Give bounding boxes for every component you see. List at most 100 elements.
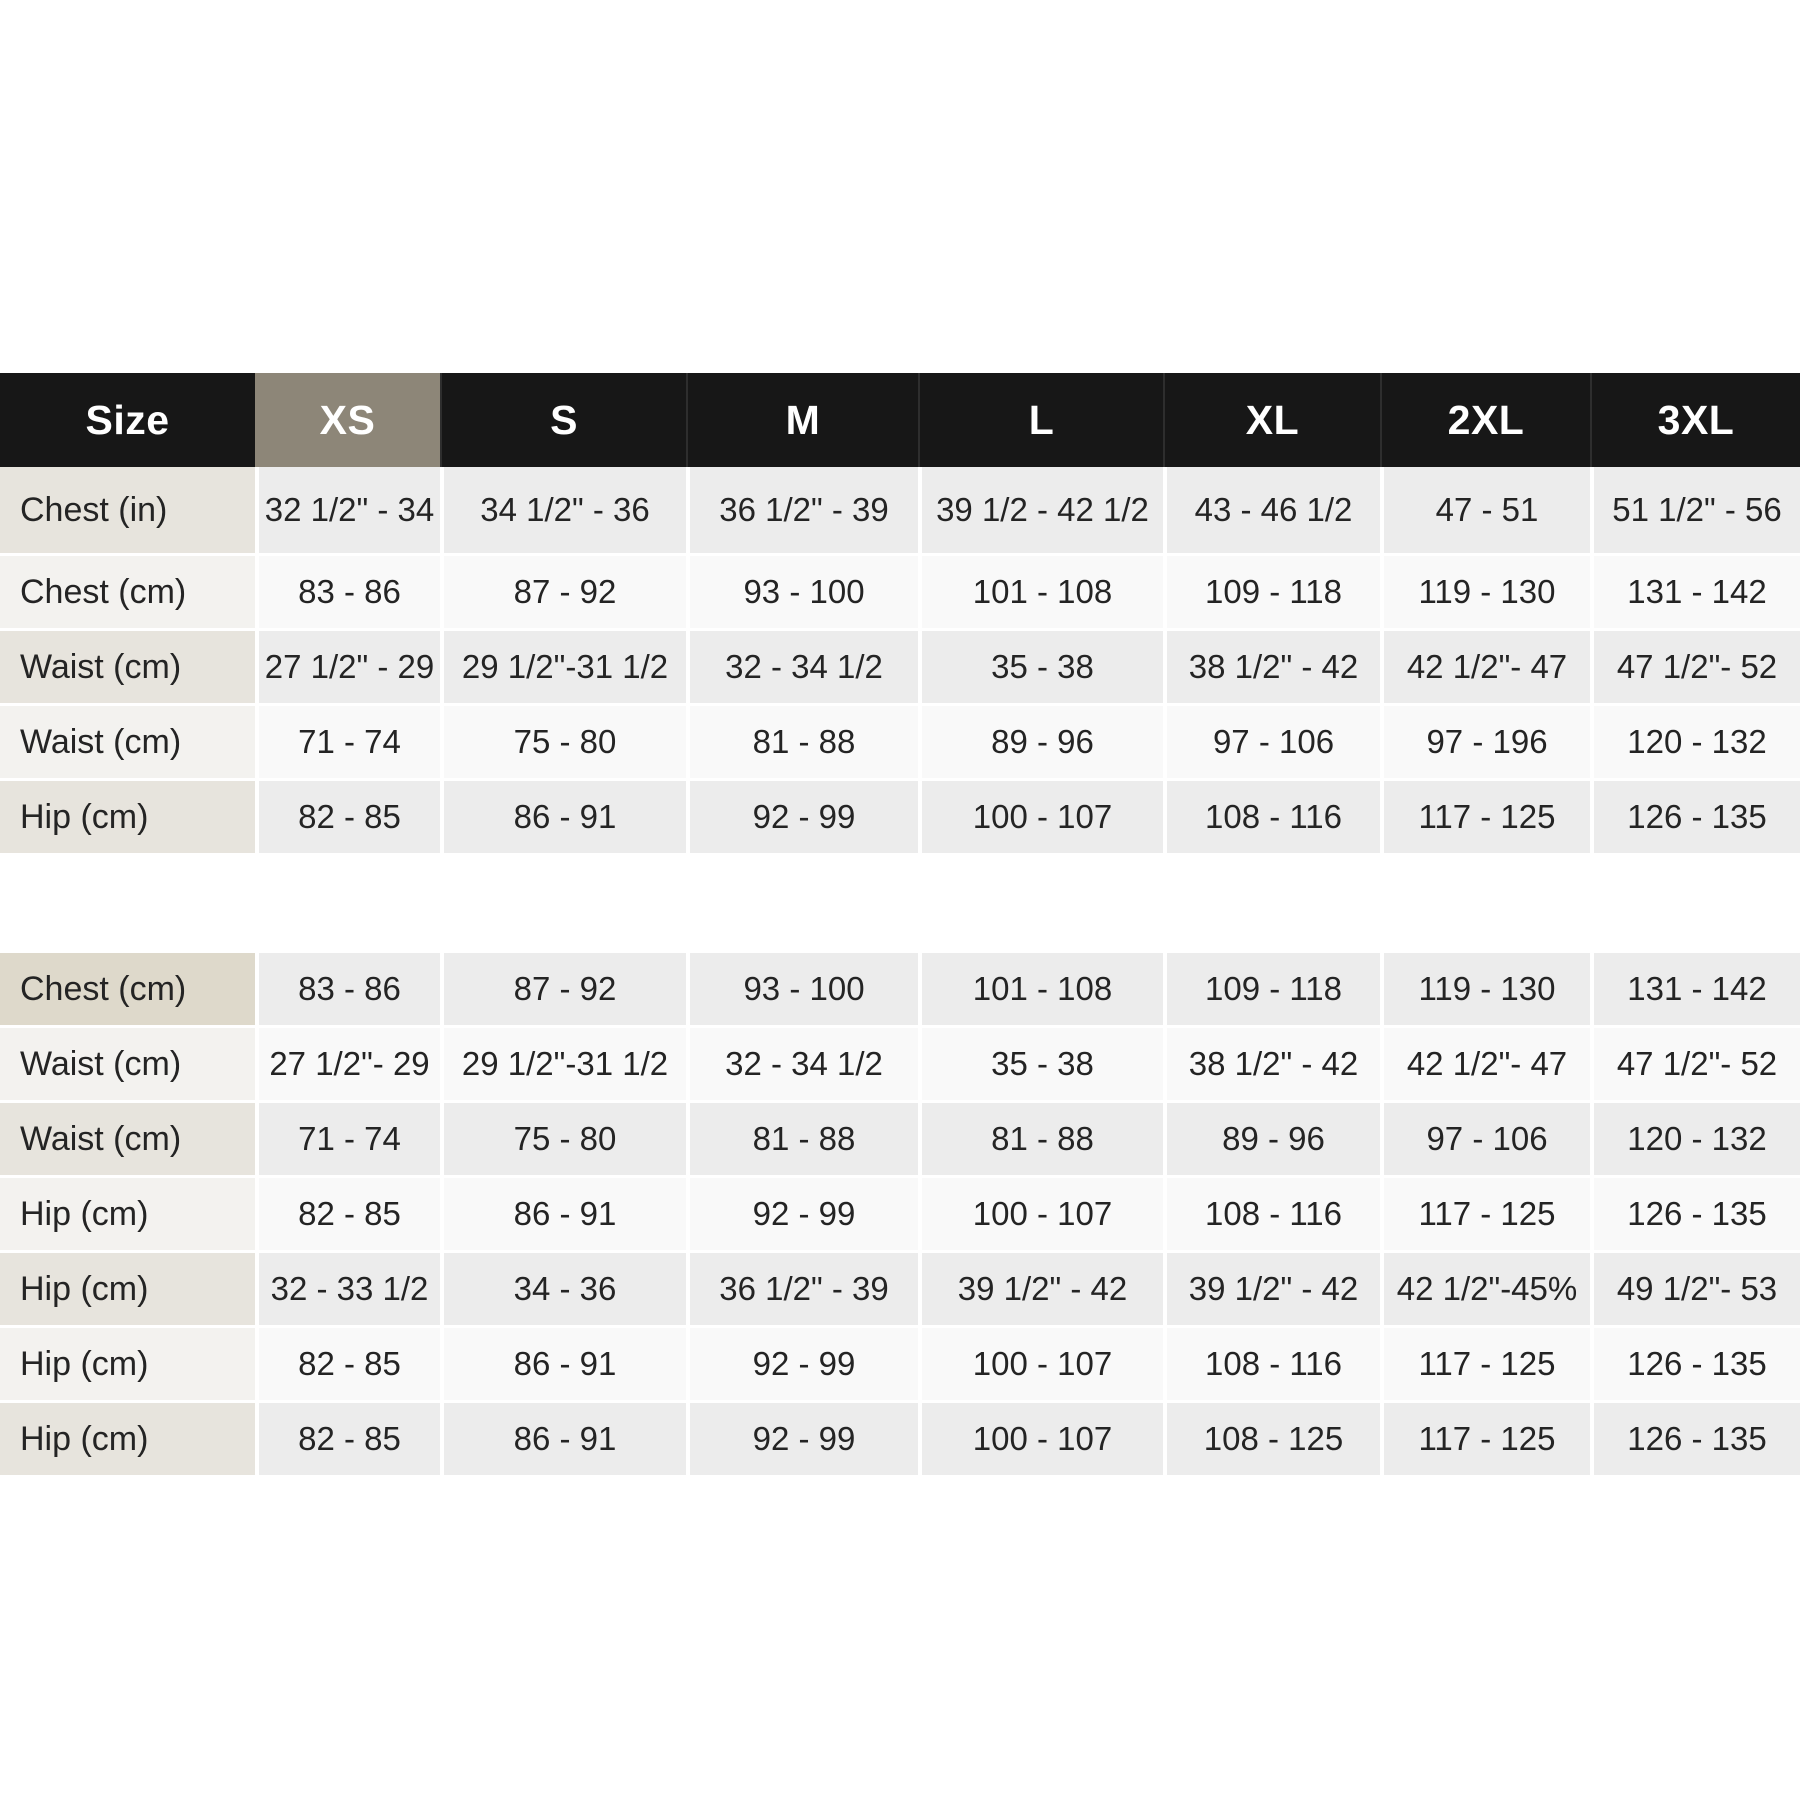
table-row: Hip (cm) 82 - 85 86 - 91 92 - 99 100 - 107 10… — [0, 1400, 1800, 1475]
table-row: Chest (cm) 83 - 86 87 - 92 93 - 100 101 - 10… — [0, 950, 1800, 1025]
measurement-cell: 97 - 106 — [1380, 1103, 1590, 1175]
measurement-cell: 42 1/2"- 47 — [1380, 1028, 1590, 1100]
measurement-cell: 38 1/2" - 42 — [1163, 1028, 1380, 1100]
size-column-header-xs: XS — [255, 373, 440, 467]
measurement-cell: 43 - 46 1/2 — [1163, 467, 1380, 553]
measurement-cell: 47 - 51 — [1380, 467, 1590, 553]
measurement-cell: 131 - 142 — [1590, 953, 1800, 1025]
size-chart-table: Size XS S M L XL 2XL 3XL Chest (in) 32 1/2" - 3… — [0, 373, 1800, 1475]
measurement-cell: 47 1/2"- 52 — [1590, 1028, 1800, 1100]
measurement-cell: 126 - 135 — [1590, 1403, 1800, 1475]
measurement-cell: 126 - 135 — [1590, 1328, 1800, 1400]
measurement-cell: 42 1/2"-45% — [1380, 1253, 1590, 1325]
row-label: Chest (cm) — [0, 953, 255, 1025]
measurement-cell: 101 - 108 — [918, 556, 1163, 628]
row-label: Hip (cm) — [0, 1328, 255, 1400]
measurement-cell: 39 1/2" - 42 — [918, 1253, 1163, 1325]
size-column-header-l: L — [918, 373, 1163, 467]
measurement-cell: 51 1/2" - 56 — [1590, 467, 1800, 553]
row-label: Hip (cm) — [0, 1178, 255, 1250]
measurement-cell: 89 - 96 — [1163, 1103, 1380, 1175]
measurement-cell: 32 1/2" - 34 — [255, 467, 440, 553]
row-label: Chest (cm) — [0, 556, 255, 628]
table-row: Waist (cm) 27 1/2"- 29 29 1/2"-31 1/2 32 - … — [0, 1025, 1800, 1100]
measurement-cell: 32 - 34 1/2 — [686, 631, 918, 703]
table-row: Waist (cm) 71 - 74 75 - 80 81 - 88 89 - 96 97… — [0, 703, 1800, 778]
measurement-cell: 100 - 107 — [918, 1403, 1163, 1475]
measurement-cell: 86 - 91 — [440, 1178, 686, 1250]
measurement-cell: 117 - 125 — [1380, 1328, 1590, 1400]
size-column-header-3xl: 3XL — [1590, 373, 1800, 467]
measurement-cell: 36 1/2" - 39 — [686, 467, 918, 553]
measurement-cell: 35 - 38 — [918, 1028, 1163, 1100]
measurement-cell: 29 1/2"-31 1/2 — [440, 1028, 686, 1100]
measurement-cell: 27 1/2"- 29 — [255, 1028, 440, 1100]
size-column-header-xl: XL — [1163, 373, 1380, 467]
measurement-cell: 34 1/2" - 36 — [440, 467, 686, 553]
measurement-cell: 38 1/2" - 42 — [1163, 631, 1380, 703]
measurement-cell: 131 - 142 — [1590, 556, 1800, 628]
measurement-cell: 109 - 118 — [1163, 953, 1380, 1025]
table-row: Waist (cm) 71 - 74 75 - 80 81 - 88 81 - 88 89… — [0, 1100, 1800, 1175]
measurement-cell: 34 - 36 — [440, 1253, 686, 1325]
measurement-cell: 100 - 107 — [918, 1178, 1163, 1250]
measurement-cell: 119 - 130 — [1380, 556, 1590, 628]
measurement-cell: 81 - 88 — [918, 1103, 1163, 1175]
measurement-cell: 92 - 99 — [686, 1178, 918, 1250]
measurement-cell: 109 - 118 — [1163, 556, 1380, 628]
measurement-cell: 120 - 132 — [1590, 1103, 1800, 1175]
measurement-cell: 93 - 100 — [686, 953, 918, 1025]
measurement-cell: 92 - 99 — [686, 1403, 918, 1475]
measurement-cell: 89 - 96 — [918, 706, 1163, 778]
table-row: Hip (cm) 82 - 85 86 - 91 92 - 99 100 - 107 10… — [0, 1175, 1800, 1250]
size-header-row: Size XS S M L XL 2XL 3XL — [0, 373, 1800, 467]
measurement-cell: 83 - 86 — [255, 953, 440, 1025]
measurement-cell: 32 - 34 1/2 — [686, 1028, 918, 1100]
measurement-cell: 117 - 125 — [1380, 1178, 1590, 1250]
measurement-cell: 82 - 85 — [255, 781, 440, 853]
measurement-cell: 117 - 125 — [1380, 1403, 1590, 1475]
measurement-cell: 83 - 86 — [255, 556, 440, 628]
row-label: Waist (cm) — [0, 1103, 255, 1175]
measurement-cell: 101 - 108 — [918, 953, 1163, 1025]
row-label: Waist (cm) — [0, 706, 255, 778]
measurement-cell: 27 1/2" - 29 — [255, 631, 440, 703]
measurement-cell: 82 - 85 — [255, 1178, 440, 1250]
measurement-cell: 108 - 116 — [1163, 781, 1380, 853]
measurement-cell: 75 - 80 — [440, 706, 686, 778]
size-chart-section-1: Chest (in) 32 1/2" - 34 34 1/2" - 36 36 1/2… — [0, 467, 1800, 853]
size-column-header-s: S — [440, 373, 686, 467]
measurement-cell: 119 - 130 — [1380, 953, 1590, 1025]
table-row: Waist (cm) 27 1/2" - 29 29 1/2"-31 1/2 32 -… — [0, 628, 1800, 703]
table-row: Hip (cm) 32 - 33 1/2 34 - 36 36 1/2" - 39 39… — [0, 1250, 1800, 1325]
measurement-cell: 39 1/2" - 42 — [1163, 1253, 1380, 1325]
measurement-cell: 100 - 107 — [918, 1328, 1163, 1400]
measurement-cell: 86 - 91 — [440, 781, 686, 853]
measurement-cell: 42 1/2"- 47 — [1380, 631, 1590, 703]
measurement-cell: 126 - 135 — [1590, 1178, 1800, 1250]
measurement-cell: 35 - 38 — [918, 631, 1163, 703]
measurement-cell: 81 - 88 — [686, 706, 918, 778]
measurement-cell: 108 - 116 — [1163, 1178, 1380, 1250]
measurement-cell: 120 - 132 — [1590, 706, 1800, 778]
row-label: Hip (cm) — [0, 1253, 255, 1325]
measurement-cell: 126 - 135 — [1590, 781, 1800, 853]
measurement-cell: 86 - 91 — [440, 1403, 686, 1475]
measurement-cell: 117 - 125 — [1380, 781, 1590, 853]
measurement-cell: 29 1/2"-31 1/2 — [440, 631, 686, 703]
measurement-cell: 75 - 80 — [440, 1103, 686, 1175]
measurement-cell: 82 - 85 — [255, 1328, 440, 1400]
size-header-label: Size — [85, 396, 170, 443]
measurement-cell: 108 - 125 — [1163, 1403, 1380, 1475]
measurement-cell: 71 - 74 — [255, 706, 440, 778]
measurement-cell: 93 - 100 — [686, 556, 918, 628]
measurement-cell: 92 - 99 — [686, 781, 918, 853]
measurement-cell: 81 - 88 — [686, 1103, 918, 1175]
measurement-cell: 97 - 196 — [1380, 706, 1590, 778]
measurement-cell: 86 - 91 — [440, 1328, 686, 1400]
measurement-cell: 32 - 33 1/2 — [255, 1253, 440, 1325]
size-chart-section-2: Chest (cm) 83 - 86 87 - 92 93 - 100 101 - 10… — [0, 950, 1800, 1475]
measurement-cell: 87 - 92 — [440, 556, 686, 628]
row-label: Chest (in) — [0, 467, 255, 553]
measurement-cell: 97 - 106 — [1163, 706, 1380, 778]
